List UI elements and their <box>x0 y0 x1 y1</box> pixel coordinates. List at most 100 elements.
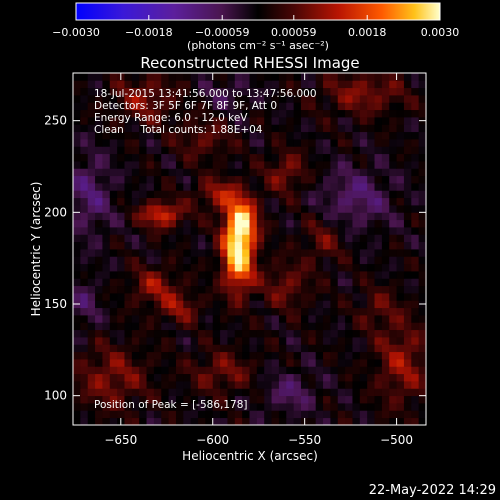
heatmap-cell <box>330 139 339 147</box>
heatmap-cell <box>403 183 412 191</box>
heatmap-cell <box>249 417 258 425</box>
heatmap-cell <box>396 234 405 243</box>
heatmap-cell <box>256 256 265 265</box>
heatmap-cell <box>337 219 346 228</box>
heatmap-cell <box>271 161 280 169</box>
heatmap-cell <box>146 271 155 279</box>
heatmap-cell <box>264 307 272 316</box>
heatmap-cell <box>337 212 346 221</box>
heatmap-cell <box>367 359 375 367</box>
heatmap-cell <box>124 417 133 425</box>
colorbar-tick-label: 0.00059 <box>271 26 317 39</box>
heatmap-cell <box>264 366 272 375</box>
heatmap-cell <box>381 190 390 199</box>
heatmap-cell <box>109 168 118 177</box>
heatmap-cell <box>308 227 317 235</box>
heatmap-cell <box>234 161 243 169</box>
heatmap-cell <box>367 73 375 81</box>
heatmap-cell <box>345 102 353 111</box>
heatmap-cell <box>323 109 331 118</box>
heatmap-cell <box>396 359 405 367</box>
heatmap-cell <box>87 139 96 147</box>
heatmap-cell <box>175 95 184 103</box>
heatmap-cell <box>102 95 111 103</box>
heatmap-cell <box>293 373 302 382</box>
heatmap-cell <box>381 329 390 338</box>
heatmap-cell <box>352 73 361 81</box>
heatmap-cell <box>271 388 280 397</box>
heatmap-cell <box>293 322 302 331</box>
heatmap-cell <box>264 73 272 81</box>
heatmap-cell <box>102 366 111 375</box>
heatmap-cell <box>95 139 103 147</box>
heatmap-cell <box>109 146 118 155</box>
heatmap-cell <box>249 146 258 155</box>
heatmap-cell <box>330 73 339 81</box>
heatmap-cell <box>345 190 353 199</box>
heatmap-cell <box>389 80 397 89</box>
heatmap-cell <box>102 183 111 191</box>
heatmap-cell <box>220 307 228 316</box>
heatmap-cell <box>308 285 317 294</box>
heatmap-cell <box>300 366 309 375</box>
heatmap-cell <box>345 351 353 360</box>
heatmap-cell <box>381 351 390 360</box>
heatmap-cell <box>330 95 339 103</box>
heatmap-cell <box>80 102 89 111</box>
heatmap-cell <box>131 234 140 243</box>
heatmap-cell <box>315 403 324 411</box>
heatmap-cell <box>146 300 155 309</box>
heatmap-cell <box>73 139 81 147</box>
heatmap-cell <box>117 168 125 177</box>
heatmap-cell <box>190 139 199 147</box>
heatmap-cell <box>220 175 228 184</box>
heatmap-cell <box>102 417 111 425</box>
heatmap-cell <box>175 249 184 257</box>
heatmap-cell <box>396 293 405 301</box>
heatmap-cell <box>87 146 96 155</box>
heatmap-cell <box>183 219 192 228</box>
heatmap-cell <box>323 102 331 111</box>
heatmap-cell <box>374 109 383 118</box>
heatmap-cell <box>212 117 221 125</box>
heatmap-cell <box>359 219 368 228</box>
heatmap-cell <box>330 256 339 265</box>
heatmap-cell <box>389 197 397 206</box>
heatmap-cell <box>293 337 302 345</box>
heatmap-cell <box>124 410 133 419</box>
heatmap-cell <box>234 175 243 184</box>
heatmap-cell <box>198 271 206 279</box>
heatmap-cell <box>367 124 375 133</box>
heatmap-cell <box>234 373 243 382</box>
heatmap-cell <box>109 124 118 133</box>
heatmap-cell <box>293 329 302 338</box>
y-tick-label: 200 <box>44 205 67 219</box>
heatmap-cell <box>95 190 103 199</box>
heatmap-cell <box>212 73 221 81</box>
heatmap-cell <box>161 344 169 353</box>
heatmap-cell <box>73 329 81 338</box>
heatmap-cell <box>190 337 199 345</box>
heatmap-cell <box>190 161 199 169</box>
heatmap-cell <box>330 307 339 316</box>
heatmap-cell <box>256 359 265 367</box>
heatmap-cell <box>256 131 265 140</box>
heatmap-cell <box>220 124 228 133</box>
heatmap-cell <box>153 95 162 103</box>
heatmap-cell <box>359 117 368 125</box>
heatmap-cell <box>323 315 331 323</box>
heatmap-cell <box>396 227 405 235</box>
heatmap-cell <box>315 197 324 206</box>
heatmap-cell <box>323 234 331 243</box>
heatmap-cell <box>190 359 199 367</box>
heatmap-cell <box>102 337 111 345</box>
heatmap-cell <box>352 315 361 323</box>
heatmap-cell <box>300 337 309 345</box>
heatmap-cell <box>323 73 331 81</box>
heatmap-cell <box>220 80 228 89</box>
heatmap-cell <box>323 271 331 279</box>
heatmap-cell <box>256 80 265 89</box>
heatmap-cell <box>403 322 412 331</box>
heatmap-cell <box>161 190 169 199</box>
heatmap-cell <box>381 395 390 404</box>
